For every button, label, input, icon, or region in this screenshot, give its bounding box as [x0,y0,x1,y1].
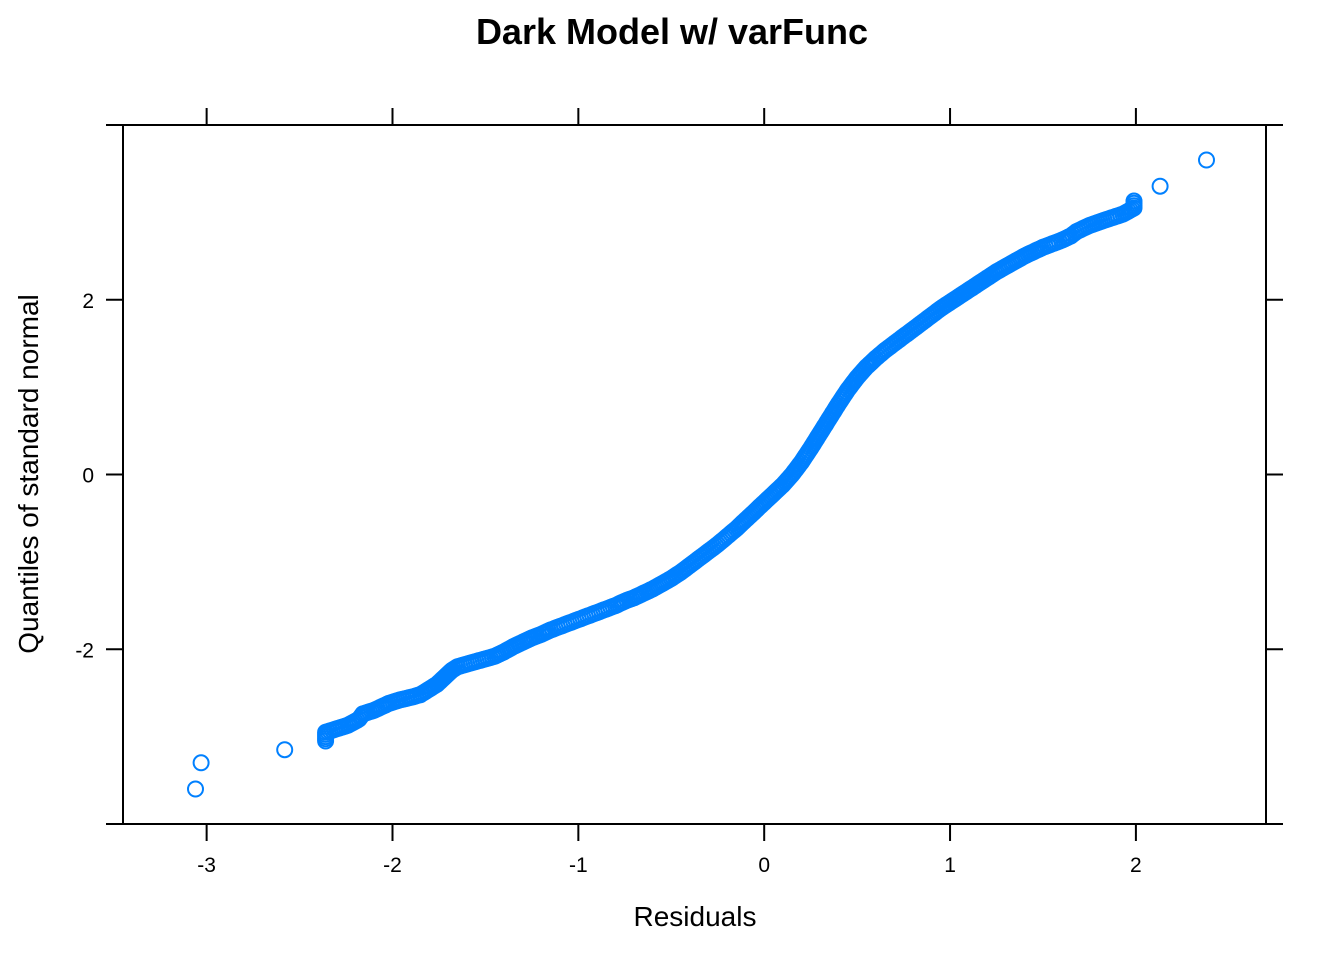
y-tick-label: -2 [75,639,94,662]
x-tick-label: 1 [944,854,956,877]
y-tick-label: 0 [82,465,94,488]
x-tick-label: -2 [383,854,402,877]
axis-tick-labels: -3 -2 -1 0 1 2 -2 0 2 [75,290,1141,877]
data-points [187,151,1215,798]
data-point [1125,192,1143,210]
x-tick-label: -3 [197,854,216,877]
data-point [276,741,294,759]
x-tick-label: 0 [758,854,770,877]
chart-title: Dark Model w/ varFunc [476,11,868,52]
axis-ticks [106,108,1283,841]
x-axis-label: Residuals [634,901,757,932]
data-point [1198,151,1215,169]
x-tick-label: 2 [1130,854,1142,877]
data-point [187,780,204,798]
data-point [192,754,210,772]
data-point [1151,177,1169,195]
y-tick-label: 2 [82,290,94,313]
x-tick-label: -1 [569,854,588,877]
y-axis-label: Quantiles of standard normal [13,294,44,654]
